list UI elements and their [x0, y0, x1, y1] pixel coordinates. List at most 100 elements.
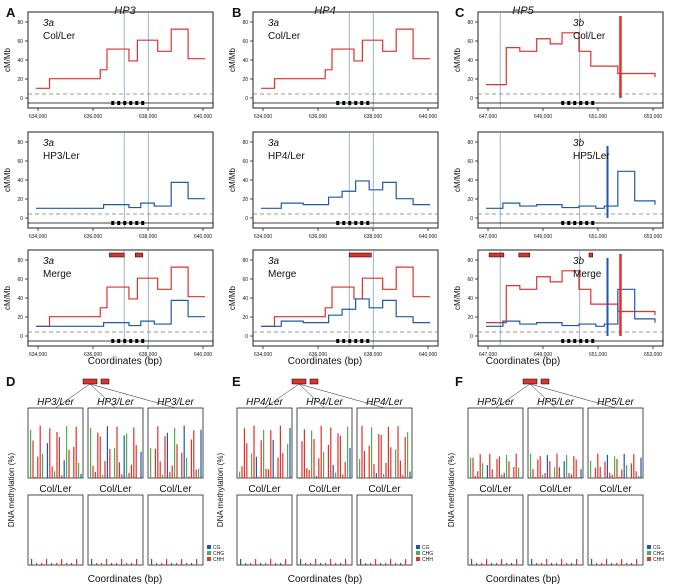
plot-tag: 3a — [268, 138, 280, 149]
legend-swatch — [207, 557, 211, 561]
methylation-bar — [476, 563, 478, 565]
methylation-bar — [198, 468, 200, 478]
methylation-bar — [311, 430, 313, 478]
gene-block — [348, 339, 352, 343]
methylation-bar — [263, 429, 265, 478]
methylation-top-label: HP5/Ler — [597, 397, 634, 408]
plot-tag: 3a — [268, 18, 280, 29]
methylation-bar — [611, 474, 613, 478]
cmmb-plot-2-1: 0 20 40 60 80 cM/Mb 647,000 649,000 651,000 653,0… — [453, 131, 664, 240]
zoom-connector — [298, 383, 325, 409]
methylation-bar — [508, 461, 510, 478]
methylation-bar — [486, 465, 488, 478]
methylation-bar — [36, 563, 38, 565]
methylation-bar — [30, 429, 32, 478]
methylation-bar — [56, 432, 58, 478]
y-tick-label: 80 — [242, 258, 248, 264]
methylation-bar — [375, 473, 377, 478]
gene-block — [354, 221, 358, 225]
plot-name: Merge — [268, 269, 297, 280]
methylation-bar — [630, 463, 632, 478]
x-tick-label: 649,000 — [534, 234, 552, 240]
methylation-bar — [349, 448, 351, 478]
methylation-bar — [623, 453, 625, 478]
gene-block — [342, 221, 346, 225]
methylation-bar — [195, 469, 197, 478]
y-tick-label: 60 — [467, 159, 473, 165]
y-axis-label: cM/Mb — [228, 167, 237, 192]
methylation-bar — [289, 427, 291, 478]
hp-trace — [261, 298, 430, 327]
methylation-bar — [378, 433, 380, 478]
x-tick-label: 640,000 — [419, 234, 437, 240]
x-tick-label: 634,000 — [29, 234, 47, 240]
zoom-connector — [298, 383, 385, 409]
x-tick-label: 636,000 — [309, 234, 327, 240]
x-tick-label: 647,000 — [479, 234, 497, 240]
methylation-bar — [241, 466, 243, 478]
methylation-bar — [248, 477, 250, 478]
x-tick-label: 636,000 — [309, 114, 327, 120]
methylation-frame — [236, 407, 293, 479]
gene-block — [567, 221, 571, 225]
methylation-bar — [136, 559, 138, 565]
methylation-bar — [310, 563, 312, 565]
region-marker — [540, 378, 550, 385]
methylation-bar — [176, 563, 178, 565]
methylation-bar — [315, 476, 317, 478]
methylation-frame — [527, 407, 584, 479]
methylation-bar — [126, 433, 128, 478]
methylation-bar — [123, 435, 125, 478]
methylation-bar — [174, 427, 176, 478]
methylation-bar — [501, 474, 503, 478]
methylation-region-marker — [518, 252, 531, 258]
plot-name: HP4/Ler — [268, 151, 305, 162]
x-tick-label: 638,000 — [364, 114, 382, 120]
methylation-bar — [162, 474, 164, 478]
methylation-bar — [368, 445, 370, 478]
plot-tag: 3a — [43, 18, 55, 29]
methylation-bar — [479, 454, 481, 478]
y-tick-label: 80 — [242, 140, 248, 146]
methylation-frame — [467, 494, 524, 566]
methylation-top-label: HP5/Ler — [477, 397, 514, 408]
methylation-bar — [380, 563, 382, 565]
methylation-bar — [537, 459, 539, 478]
methylation-bar — [39, 425, 41, 478]
y-tick-label: 0 — [245, 334, 248, 340]
legend-swatch — [647, 557, 651, 561]
methylation-bar — [313, 438, 315, 478]
methylation-bar — [539, 456, 541, 478]
panel-letter-d: D — [6, 374, 15, 389]
methylation-bar — [133, 427, 135, 478]
legend-swatch — [416, 551, 420, 555]
methylation-bar — [151, 559, 153, 565]
methylation-bar — [54, 471, 56, 478]
methylation-bar — [383, 473, 385, 478]
methylation-bar — [330, 427, 332, 478]
y-tick-label: 40 — [17, 178, 23, 184]
y-tick-label: 0 — [20, 334, 23, 340]
x-tick-label: 634,000 — [29, 352, 47, 358]
methylation-bar — [530, 453, 532, 478]
methylation-bar — [186, 457, 188, 478]
cmmb-plot-1-1: 0 20 40 60 80 cM/Mb 634,000 636,000 638,000 640,0… — [228, 131, 439, 240]
y-axis-label: cM/Mb — [453, 47, 462, 72]
methylation-bar — [606, 559, 608, 565]
methylation-bar — [265, 563, 267, 565]
methylation-bar — [513, 466, 515, 478]
cmmb-plot-0-2: 0 20 40 60 80 cM/Mb 634,000 636,000 638,000 640,0… — [3, 249, 214, 358]
methylation-bar — [590, 460, 592, 478]
methylation-bar — [330, 559, 332, 565]
methylation-bar — [631, 563, 633, 565]
x-tick-label: 634,000 — [254, 234, 272, 240]
zoom-connector — [264, 383, 300, 409]
plot-name: HP5/Ler — [573, 151, 610, 162]
methylation-bar — [606, 454, 608, 478]
methylation-bar — [365, 563, 367, 565]
methylation-bar — [404, 436, 406, 478]
x-axis-label-d: Coordinates (bp) — [88, 574, 162, 585]
methylation-bar — [66, 426, 68, 478]
methylation-frame — [296, 407, 353, 479]
title-hp3: HP3 — [114, 5, 136, 17]
